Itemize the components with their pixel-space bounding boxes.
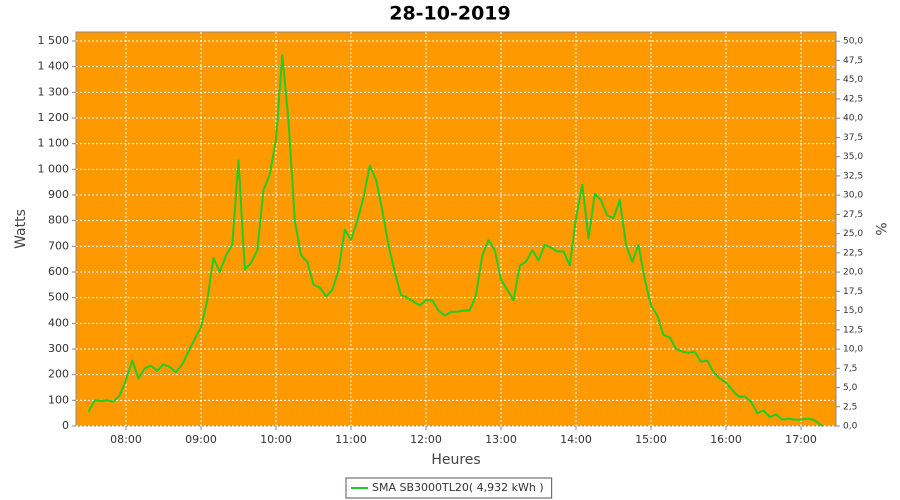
- y-axis-label: Watts: [13, 209, 29, 249]
- y2-tick-label: 20,0: [843, 268, 863, 278]
- y2-tick-label: 50,0: [843, 37, 863, 47]
- plot-background: [75, 31, 837, 427]
- y-tick-label: 300: [48, 342, 69, 355]
- legend-label: SMA SB3000TL20( 4,932 kWh ): [372, 481, 544, 494]
- y2-tick-label: 25,0: [843, 229, 863, 239]
- y-tick-label: 1 400: [38, 60, 70, 73]
- y2-tick-label: 40,0: [843, 114, 863, 124]
- x-tick-label: 17:00: [785, 433, 817, 446]
- x-tick-label: 08:00: [110, 433, 142, 446]
- y2-tick-label: 37,5: [843, 133, 863, 143]
- y2-tick-label: 0,0: [843, 422, 858, 432]
- legend: SMA SB3000TL20( 4,932 kWh ): [345, 477, 553, 499]
- y2-tick-label: 47,5: [843, 56, 863, 66]
- y2-tick-label: 45,0: [843, 75, 863, 85]
- y-tick-label: 0: [62, 419, 69, 432]
- x-tick-label: 15:00: [635, 433, 667, 446]
- y-tick-label: 1 500: [38, 34, 70, 47]
- y-tick-label: 1 000: [38, 162, 70, 175]
- y2-tick-label: 7,5: [843, 364, 857, 374]
- y-tick-label: 800: [48, 214, 69, 227]
- y2-tick-label: 2,5: [843, 402, 857, 412]
- y2-tick-label: 5,0: [843, 383, 858, 393]
- y2-tick-label: 35,0: [843, 152, 863, 162]
- y2-tick-label: 42,5: [843, 94, 863, 104]
- x-tick-label: 14:00: [560, 433, 592, 446]
- x-tick-label: 11:00: [335, 433, 367, 446]
- y2-tick-label: 12,5: [843, 325, 863, 335]
- y-tick-label: 1 200: [38, 111, 70, 124]
- x-tick-label: 09:00: [185, 433, 217, 446]
- y2-tick-label: 17,5: [843, 287, 863, 297]
- x-tick-label: 12:00: [410, 433, 442, 446]
- y-tick-label: 500: [48, 291, 69, 304]
- x-tick-label: 16:00: [710, 433, 742, 446]
- y2-tick-label: 30,0: [843, 191, 863, 201]
- y-tick-label: 100: [48, 393, 69, 406]
- x-tick-label: 10:00: [260, 433, 292, 446]
- y2-tick-label: 27,5: [843, 210, 863, 220]
- y-tick-label: 1 100: [38, 137, 70, 150]
- x-tick-label: 13:00: [485, 433, 517, 446]
- y-tick-label: 700: [48, 239, 69, 252]
- y2-axis-label: %: [872, 222, 888, 235]
- y2-tick-label: 32,5: [843, 171, 863, 181]
- y-tick-label: 400: [48, 316, 69, 329]
- series-line: [87, 54, 823, 427]
- y-tick-label: 1 300: [38, 85, 70, 98]
- y-tick-label: 200: [48, 368, 69, 381]
- legend-box: [345, 477, 553, 499]
- y2-tick-label: 10,0: [843, 345, 863, 355]
- y2-tick-label: 22,5: [843, 248, 863, 258]
- chart-title: 28-10-2019: [389, 3, 511, 25]
- x-axis-label: Heures: [431, 452, 480, 468]
- y-tick-label: 900: [48, 188, 69, 201]
- y-tick-label: 600: [48, 265, 69, 278]
- y2-tick-label: 15,0: [843, 306, 863, 316]
